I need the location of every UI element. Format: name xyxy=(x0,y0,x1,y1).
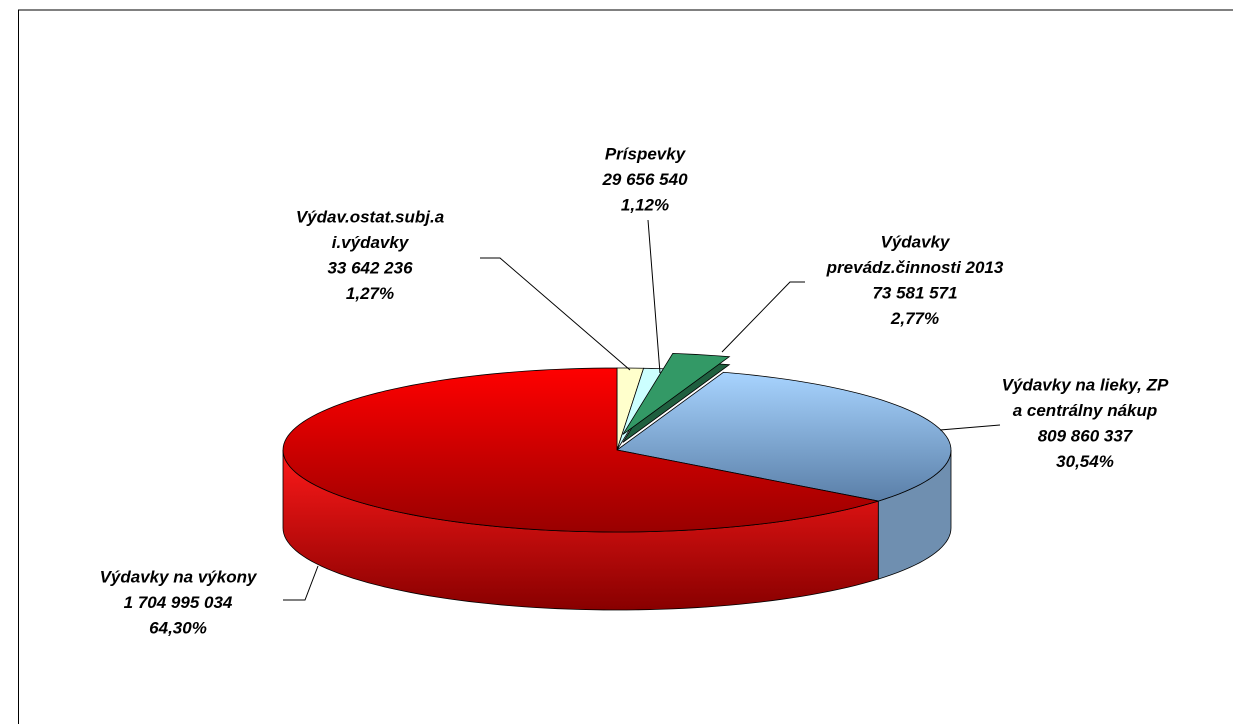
value-label: 809 860 337 xyxy=(1038,426,1134,445)
value-label: 29 656 540 xyxy=(601,170,688,189)
leader-line xyxy=(283,565,319,601)
slice xyxy=(282,367,879,533)
slice-label: prevádz.činnosti 2013 xyxy=(826,258,1004,277)
slice-label: i.výdavky xyxy=(332,233,410,252)
slice xyxy=(616,371,952,502)
percent-label: 1,27% xyxy=(346,284,394,303)
leader-line xyxy=(647,219,661,374)
slice xyxy=(622,352,731,435)
slice-label: a centrálny nákup xyxy=(1013,401,1158,420)
slice-label: Výdavky na lieky, ZP xyxy=(1002,375,1169,394)
leader-line xyxy=(721,281,805,353)
leader-line xyxy=(480,257,631,371)
value-label: 33 642 236 xyxy=(327,258,413,277)
percent-label: 1,12% xyxy=(621,195,669,214)
percent-label: 2,77% xyxy=(890,309,939,328)
slice-label: Výdav.ostat.subj.a xyxy=(296,207,444,226)
slice-label: Výdavky xyxy=(881,232,952,251)
value-label: 1 704 995 034 xyxy=(124,593,233,612)
slice-label: Výdavky na výkony xyxy=(100,567,258,586)
percent-label: 64,30% xyxy=(149,618,207,637)
slice-label: Príspevky xyxy=(605,144,687,163)
percent-label: 30,54% xyxy=(1056,452,1114,471)
leader-line xyxy=(939,424,1001,431)
value-label: 73 581 571 xyxy=(872,283,957,302)
